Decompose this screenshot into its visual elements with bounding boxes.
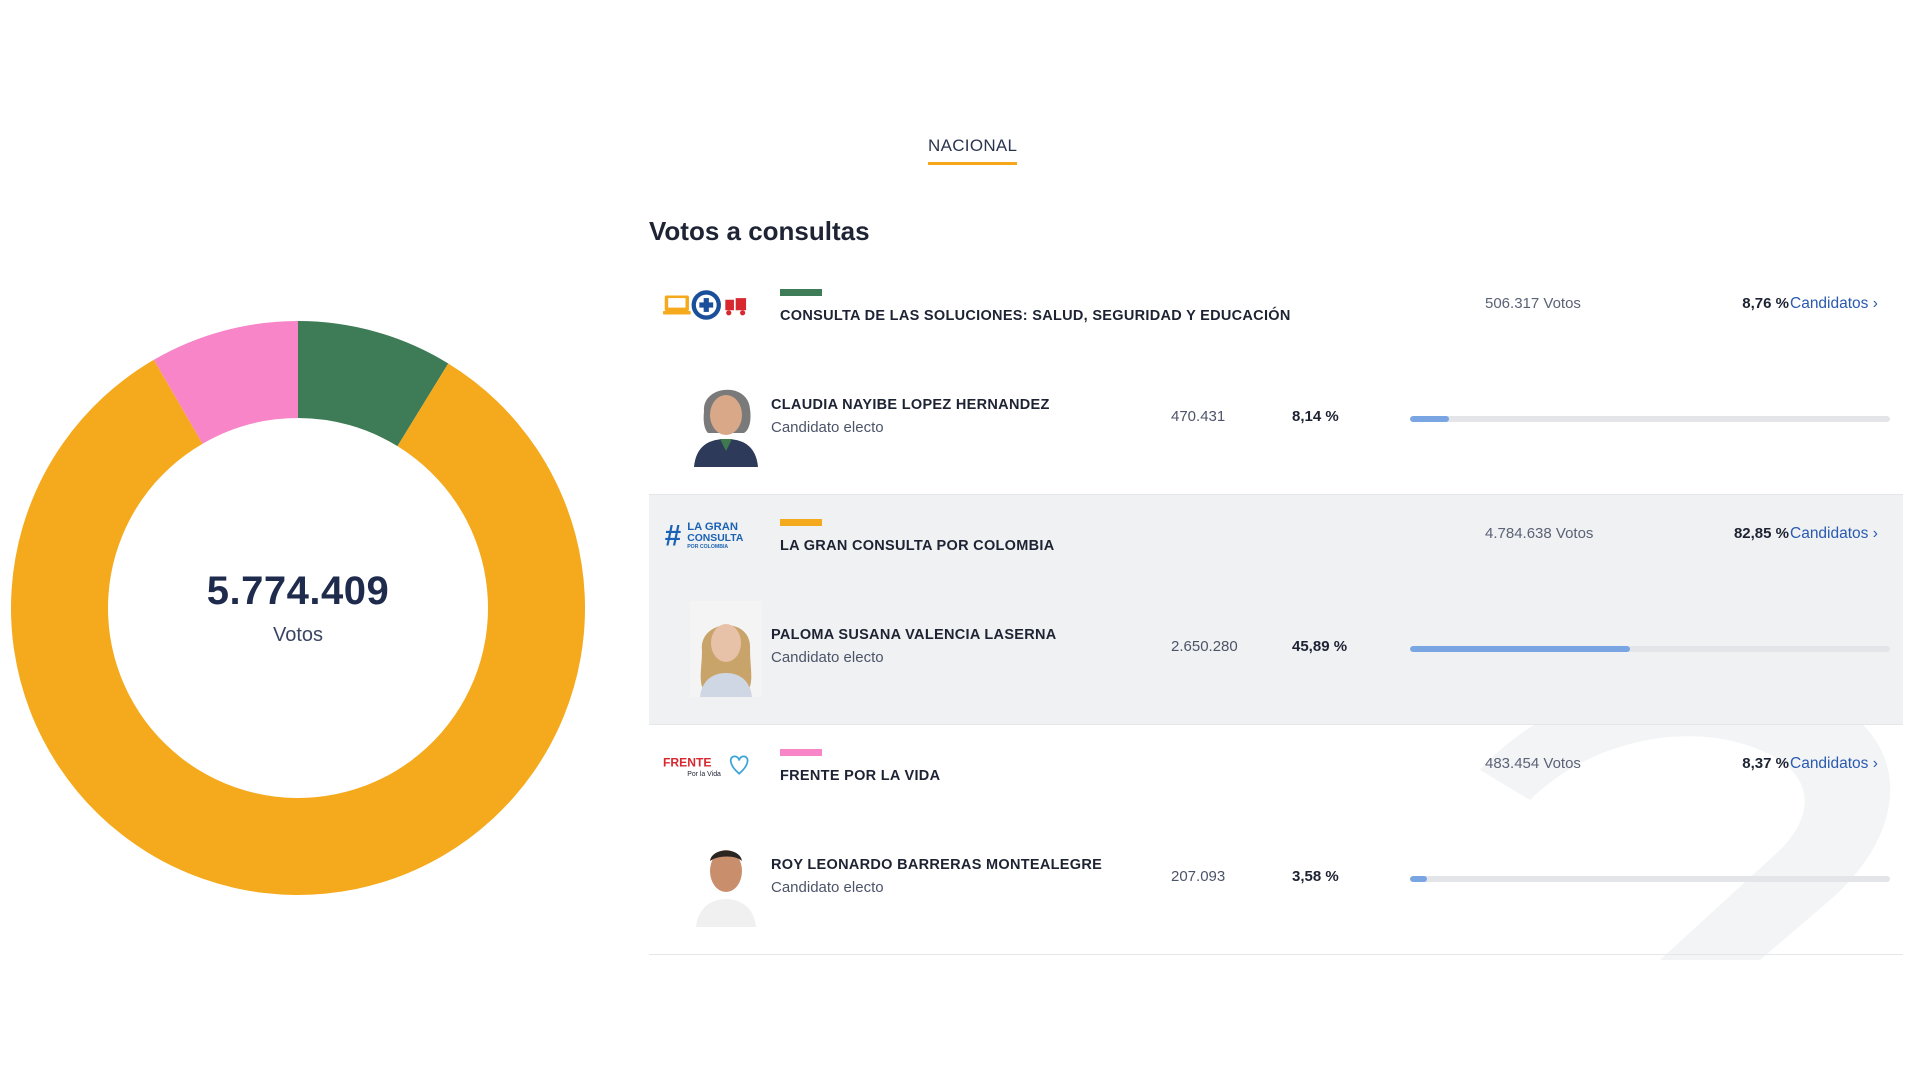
candidate-progress-track	[1410, 646, 1890, 652]
logo-line-1: LA GRAN	[687, 521, 738, 533]
votes-donut-chart: 5.774.409 Votos	[8, 318, 588, 898]
candidate-progress-fill	[1410, 876, 1428, 882]
party-color-swatch	[780, 289, 822, 296]
donut-slice-2	[11, 359, 586, 895]
party-votes: 4.784.638 Votos	[1485, 525, 1594, 542]
donut-total-label: Votos	[272, 624, 324, 646]
candidatos-link[interactable]: Candidatos ›	[1790, 295, 1878, 312]
party-row: CONSULTA DE LAS SOLUCIONES: SALUD, SEGUR…	[649, 265, 1903, 355]
la-gran-consulta-logo: # LA GRAN CONSULTA POR COLOMBIA	[663, 515, 753, 555]
candidate-percentage: 8,14 %	[1292, 408, 1339, 425]
party-name: CONSULTA DE LAS SOLUCIONES: SALUD, SEGUR…	[780, 308, 1291, 324]
candidate-name: CLAUDIA NAYIBE LOPEZ HERNANDEZ	[771, 397, 1050, 413]
party-percentage: 82,85 %	[1733, 525, 1789, 542]
party-name: FRENTE POR LA VIDA	[780, 768, 941, 784]
candidate-row: CLAUDIA NAYIBE LOPEZ HERNANDEZ Candidato…	[649, 357, 1903, 495]
donut-slice-3	[153, 321, 298, 444]
candidate-percentage: 45,89 %	[1292, 638, 1348, 655]
logo-word: FRENTE	[663, 756, 711, 770]
candidatos-link[interactable]: Candidatos ›	[1790, 525, 1878, 542]
candidate-progress-track	[1410, 876, 1890, 882]
candidate-votes: 207.093	[1171, 868, 1226, 885]
party-percentage: 8,37 %	[1742, 755, 1789, 772]
candidate-votes: 2.650.280	[1171, 638, 1238, 655]
consultas-list: CONSULTA DE LAS SOLUCIONES: SALUD, SEGUR…	[649, 265, 1903, 955]
candidate-percentage: 3,58 %	[1292, 868, 1339, 885]
party-color-swatch	[780, 749, 822, 756]
consulta-group: FRENTE Por la Vida FRENTE POR LA VIDA 48…	[649, 725, 1903, 955]
consulta-group: # LA GRAN CONSULTA POR COLOMBIA LA GRAN …	[649, 495, 1903, 725]
candidatos-link[interactable]: Candidatos ›	[1790, 755, 1878, 772]
candidate-progress-fill	[1410, 646, 1631, 652]
candidate-row: PALOMA SUSANA VALENCIA LASERNA Candidato…	[649, 587, 1903, 725]
candidate-status: Candidato electo	[771, 649, 884, 666]
party-color-swatch	[780, 519, 822, 526]
party-row: # LA GRAN CONSULTA POR COLOMBIA LA GRAN …	[649, 495, 1903, 585]
logo-line-3: POR COLOMBIA	[687, 544, 728, 550]
donut-slice-1	[298, 321, 449, 447]
candidate-progress-track	[1410, 416, 1890, 422]
candidate-status: Candidato electo	[771, 879, 884, 896]
party-name: LA GRAN CONSULTA POR COLOMBIA	[780, 538, 1055, 554]
party-votes: 506.317 Votos	[1485, 295, 1581, 312]
candidate-row: ROY LEONARDO BARRERAS MONTEALEGRE Candid…	[649, 817, 1903, 955]
logo-hash: #	[665, 519, 681, 552]
frente-por-la-vida-logo: FRENTE Por la Vida	[663, 745, 753, 785]
candidate-progress-fill	[1410, 416, 1450, 422]
candidate-avatar	[690, 601, 762, 697]
candidate-name: ROY LEONARDO BARRERAS MONTEALEGRE	[771, 857, 1103, 873]
party-percentage: 8,76 %	[1742, 295, 1789, 312]
candidate-status: Candidato electo	[771, 419, 884, 436]
candidate-avatar	[690, 831, 762, 927]
consulta-group: CONSULTA DE LAS SOLUCIONES: SALUD, SEGUR…	[649, 265, 1903, 495]
candidate-name: PALOMA SUSANA VALENCIA LASERNA	[771, 627, 1057, 643]
tab-nacional[interactable]: NACIONAL	[928, 136, 1018, 165]
donut-svg	[11, 321, 586, 895]
section-title: Votos a consultas	[649, 216, 870, 246]
logo-line-2: CONSULTA	[687, 533, 744, 544]
consulta-soluciones-logo	[663, 285, 753, 325]
candidate-votes: 470.431	[1171, 408, 1226, 425]
donut-total-votes: 5.774.409	[206, 569, 390, 613]
candidate-avatar	[690, 371, 762, 467]
party-row: FRENTE Por la Vida FRENTE POR LA VIDA 48…	[649, 725, 1903, 815]
party-votes: 483.454 Votos	[1485, 755, 1581, 772]
logo-sub: Por la Vida	[687, 771, 721, 778]
